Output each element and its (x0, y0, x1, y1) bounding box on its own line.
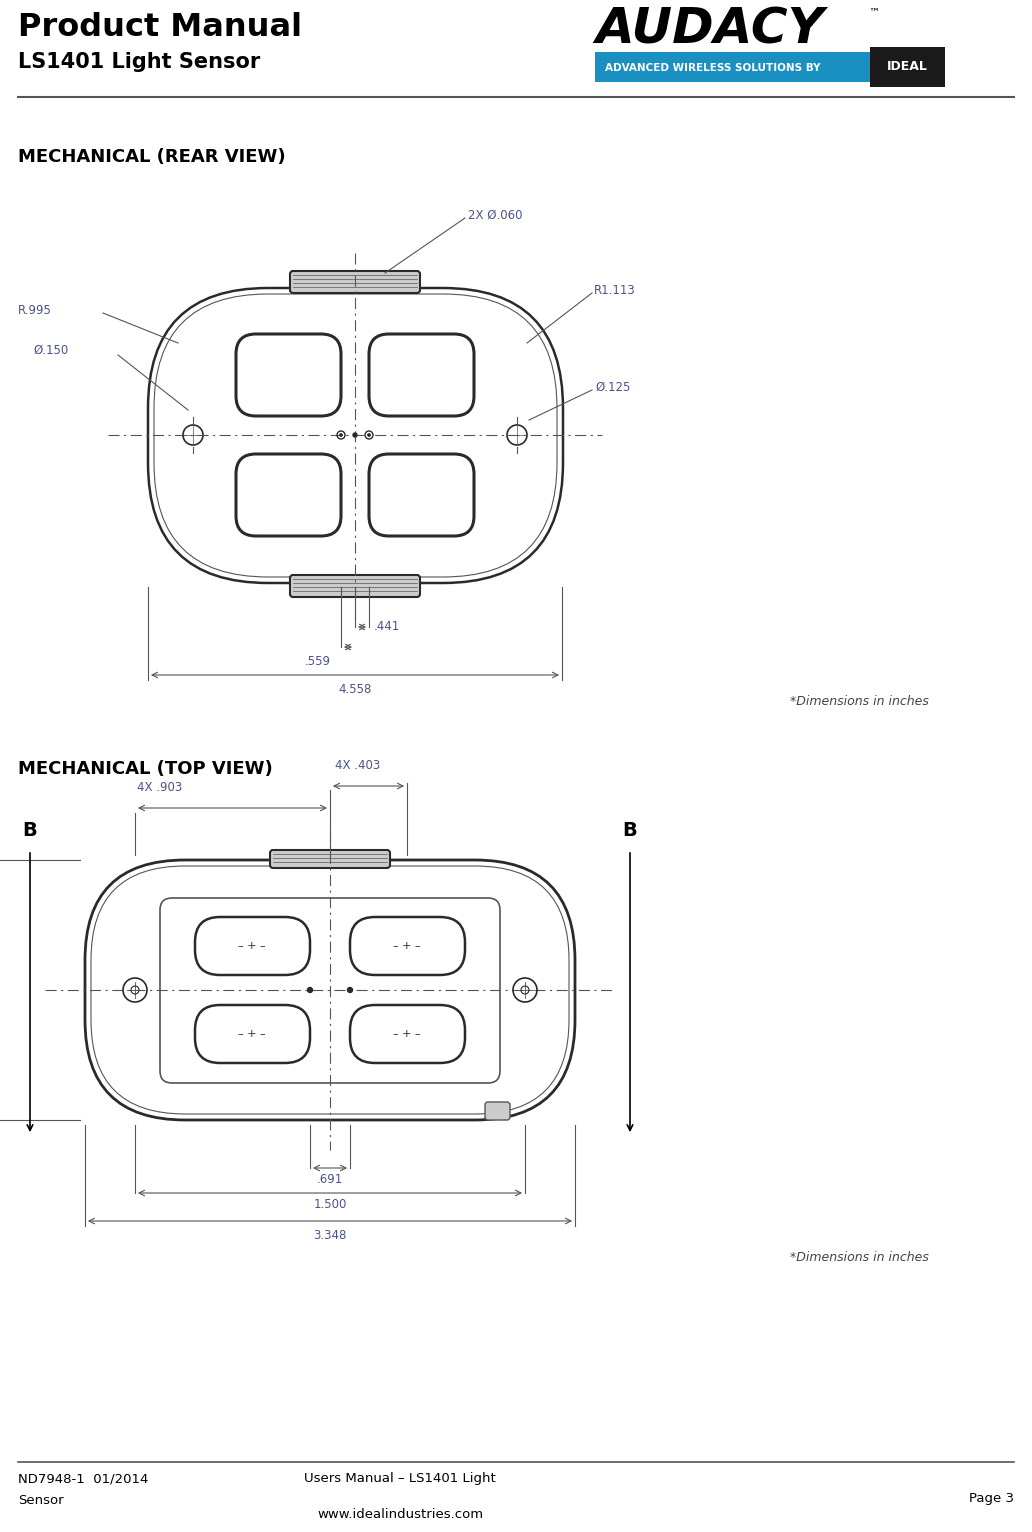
Text: *Dimensions in inches: *Dimensions in inches (791, 696, 929, 708)
Text: Page 3: Page 3 (969, 1492, 1014, 1504)
Circle shape (367, 434, 370, 437)
Text: .441: .441 (374, 620, 400, 634)
FancyBboxPatch shape (485, 1102, 510, 1120)
Text: – + –: – + – (393, 1030, 421, 1039)
Text: www.idealindustries.com: www.idealindustries.com (317, 1507, 483, 1521)
Text: Users Manual – LS1401 Light: Users Manual – LS1401 Light (304, 1472, 495, 1485)
Text: B: B (23, 821, 37, 840)
Circle shape (348, 988, 353, 993)
Text: MECHANICAL (TOP VIEW): MECHANICAL (TOP VIEW) (18, 760, 272, 778)
Text: Ø.150: Ø.150 (33, 343, 68, 357)
Text: 2X Ø.060: 2X Ø.060 (467, 208, 522, 222)
Text: MECHANICAL (REAR VIEW): MECHANICAL (REAR VIEW) (18, 149, 286, 165)
Text: R.995: R.995 (18, 303, 52, 317)
Bar (595, 52, 945, 83)
FancyBboxPatch shape (290, 574, 420, 597)
Text: – + –: – + – (393, 941, 421, 951)
Text: IDEAL: IDEAL (886, 60, 928, 74)
Text: .559: .559 (305, 656, 331, 668)
Text: .691: .691 (317, 1174, 343, 1186)
Bar (870, 47, 945, 87)
Circle shape (340, 434, 343, 437)
Text: 4X .403: 4X .403 (335, 758, 380, 772)
FancyBboxPatch shape (290, 271, 420, 293)
Text: 4X .903: 4X .903 (137, 781, 183, 794)
Text: ADVANCED WIRELESS SOLUTIONS BY: ADVANCED WIRELESS SOLUTIONS BY (605, 63, 820, 74)
Text: – + –: – + – (238, 1030, 266, 1039)
Text: *Dimensions in inches: *Dimensions in inches (791, 1252, 929, 1264)
Text: – + –: – + – (238, 941, 266, 951)
Text: Product Manual: Product Manual (18, 12, 302, 43)
Text: 4.558: 4.558 (338, 683, 372, 696)
Circle shape (353, 434, 357, 437)
Text: ™: ™ (868, 8, 879, 18)
Text: Sensor: Sensor (18, 1494, 64, 1507)
Text: B: B (622, 821, 638, 840)
FancyBboxPatch shape (148, 288, 563, 584)
Text: ND7948-1  01/2014: ND7948-1 01/2014 (18, 1472, 149, 1485)
Text: LS1401 Light Sensor: LS1401 Light Sensor (18, 52, 260, 72)
Circle shape (308, 988, 313, 993)
Text: 3.348: 3.348 (314, 1229, 347, 1242)
Text: AUDACY: AUDACY (595, 5, 824, 54)
FancyBboxPatch shape (270, 850, 390, 869)
FancyBboxPatch shape (85, 859, 575, 1120)
Text: R1.113: R1.113 (594, 285, 636, 297)
Text: Ø.125: Ø.125 (595, 380, 631, 394)
Text: 1.500: 1.500 (314, 1198, 347, 1210)
